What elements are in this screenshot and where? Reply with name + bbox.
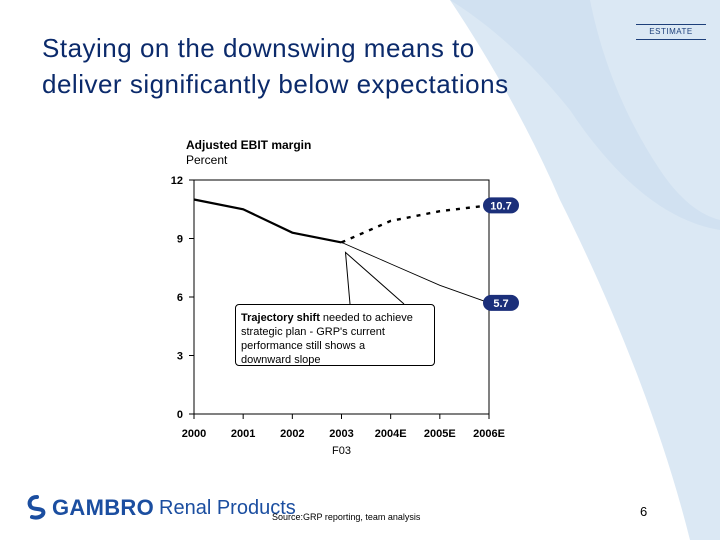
end-value-bubble [483, 197, 519, 214]
logo-brand-text: GAMBRO [52, 495, 155, 520]
callout-line-1-rest: needed to achieve [319, 312, 413, 324]
slide-title: Staying on the downswing means to delive… [42, 30, 662, 102]
period-label: F03 [332, 445, 351, 457]
series-line-current-trend [341, 241, 490, 304]
gambro-logo: GAMBRO Renal Products [26, 490, 296, 526]
series-line-actual [193, 198, 342, 244]
callout-line-1: Trajectory shift needed to achieve [241, 311, 434, 325]
x-tick-label: 2000 [182, 428, 206, 440]
end-value-label: 10.7 [490, 200, 511, 212]
decor-shape-dark [450, 0, 720, 230]
callout-pointer [344, 251, 405, 305]
x-tick-label: 2006E [473, 428, 505, 440]
x-tick-label: 2004E [375, 428, 407, 440]
estimate-badge: ESTIMATE [636, 24, 706, 40]
end-value-label: 5.7 [493, 298, 508, 310]
y-tick-label: 9 [177, 234, 183, 246]
callout-line-4: downward slope [241, 354, 321, 366]
x-tick-label: 2002 [280, 428, 304, 440]
page-number: 6 [640, 504, 648, 519]
title-line-2: deliver significantly below expectations [42, 69, 509, 99]
callout-bold-text: Trajectory shift [241, 312, 320, 324]
series-line-required-trajectory [341, 204, 490, 244]
chart-ylabel: Percent [186, 153, 228, 167]
y-tick-label: 6 [177, 292, 183, 304]
callout-line-2: strategic plan - GRP's current [241, 326, 385, 338]
gambro-logo-icon [27, 495, 46, 520]
chart-title: Adjusted EBIT margin [186, 138, 312, 152]
title-line-1: Staying on the downswing means to [42, 33, 475, 63]
chart-heading: Adjusted EBIT margin Percent [186, 138, 311, 168]
x-tick-label: 2001 [231, 428, 255, 440]
y-tick-label: 3 [177, 351, 183, 363]
y-tick-label: 12 [171, 175, 183, 187]
source-note: Source:GRP reporting, team analysis [272, 512, 421, 522]
logo-sub-text: Renal Products [159, 496, 296, 519]
callout-line-3: performance still shows a [241, 340, 366, 352]
x-tick-label: 2003 [329, 428, 353, 440]
x-tick-label: 2005E [424, 428, 456, 440]
decor-shape-light [450, 0, 720, 540]
y-tick-label: 0 [177, 409, 183, 421]
plot-frame [193, 179, 490, 415]
trajectory-callout: Trajectory shift needed to achieve strat… [235, 304, 435, 366]
end-value-bubble [483, 294, 519, 311]
